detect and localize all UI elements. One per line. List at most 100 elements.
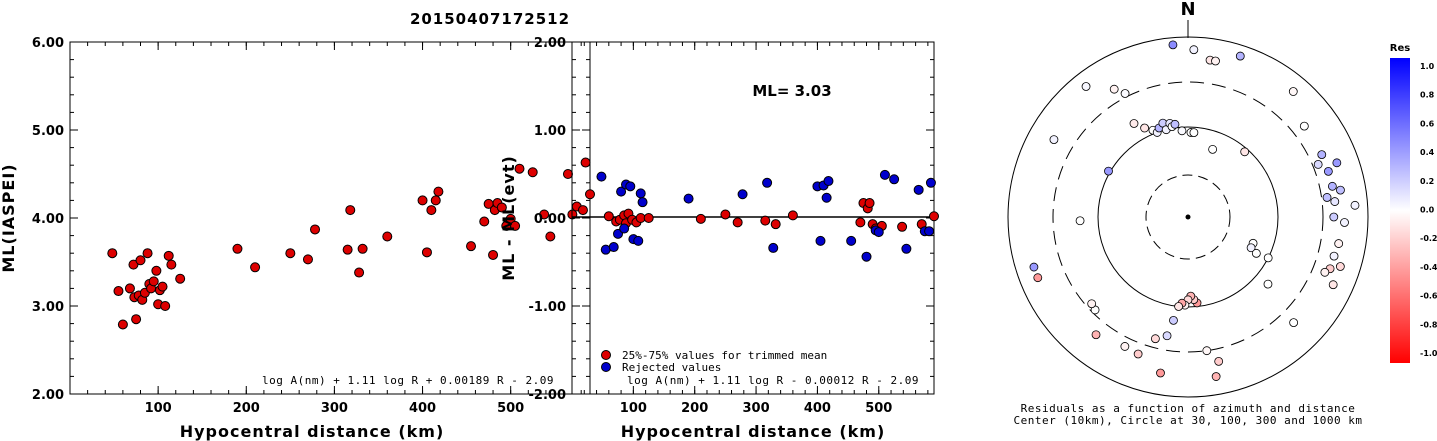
colorbar-tick-label: -0.2	[1420, 234, 1437, 243]
data-point	[107, 248, 118, 259]
data-point	[345, 205, 356, 216]
station-point	[1189, 45, 1199, 55]
data-point	[342, 244, 353, 255]
data-point	[417, 195, 428, 206]
station-point	[1323, 166, 1333, 176]
trimmed-point	[643, 213, 654, 223]
legend-label-trimmed: 25%-75% values for trimmed mean	[622, 349, 827, 362]
data-point	[527, 167, 538, 178]
station-point	[1202, 346, 1212, 356]
data-point	[250, 262, 261, 273]
y-tick-label: 2.00	[534, 36, 566, 51]
residual-colorbar: Res 1.0 0.8 0.6 0.4 0.2 0.0 -0.2 -0.4 -0.6 -0.8 -1…	[1390, 43, 1437, 363]
x-tick-label: 300	[321, 401, 348, 416]
rejected-point	[596, 171, 607, 182]
station-point	[1177, 126, 1187, 136]
data-point	[160, 301, 171, 311]
data-point	[148, 276, 159, 287]
x-tick-label: 400	[804, 401, 831, 416]
rejected-point	[924, 226, 935, 237]
colorbar-tick-label: 0.8	[1420, 91, 1435, 100]
station-point	[1320, 267, 1330, 277]
data-point	[426, 205, 437, 216]
data-point	[310, 224, 321, 235]
data-point	[166, 259, 177, 270]
colorbar-tick-label: -1.0	[1420, 349, 1437, 358]
x-tick-label: 500	[865, 401, 892, 416]
station-point	[1075, 216, 1085, 226]
data-point	[545, 231, 556, 242]
colorbar-tick-label: 0.4	[1420, 148, 1435, 157]
station-point	[1156, 368, 1165, 378]
y-tick-label: -2.00	[529, 388, 566, 403]
magnitude-annotation: ML= 3.03	[752, 82, 831, 100]
ring-30km	[1145, 174, 1231, 260]
station-point	[1170, 119, 1180, 129]
colorbar-tick-label: -0.6	[1420, 292, 1437, 301]
data-point	[113, 286, 124, 297]
station-point	[1329, 251, 1339, 261]
figure-title: 20150407172512	[410, 10, 570, 28]
rejected-point	[608, 242, 619, 253]
station-point	[1313, 160, 1323, 169]
data-point	[479, 216, 490, 227]
data-point	[175, 273, 186, 284]
rejected-point	[635, 188, 646, 199]
data-point	[128, 259, 139, 270]
rejected-point	[861, 251, 872, 262]
data-point	[124, 283, 135, 294]
station-point	[1350, 200, 1360, 210]
station-point	[1340, 218, 1349, 227]
station-point	[1169, 315, 1178, 325]
formula-label: log A(nm) + 1.11 log R - 0.00012 R - 2.0…	[627, 374, 919, 387]
station-point	[1263, 279, 1273, 289]
trimmed-point	[929, 211, 939, 222]
y-tick-label: 4.00	[32, 212, 64, 227]
y-tick-label: 3.00	[32, 300, 64, 315]
caption-line-2: Center (10km), Circle at 30, 100, 300 an…	[1013, 414, 1362, 427]
station-point	[1120, 89, 1130, 98]
data-point	[151, 265, 162, 276]
data-point	[510, 220, 521, 231]
trimmed-point	[720, 209, 731, 220]
data-point	[232, 243, 243, 254]
station-point	[1334, 239, 1344, 248]
trimmed-point	[760, 215, 771, 226]
trimmed-point	[603, 211, 614, 222]
station-point	[1129, 119, 1139, 128]
station-point	[1133, 349, 1143, 359]
station-point	[1235, 51, 1245, 61]
data-point	[117, 319, 128, 330]
y-axis-label: ML(IASPEI)	[0, 163, 18, 272]
rejected-point	[925, 177, 936, 188]
data-point	[135, 255, 146, 266]
x-tick-label: 200	[681, 401, 708, 416]
station-point	[1251, 248, 1261, 258]
colorbar-tick-label: 0.0	[1420, 206, 1435, 215]
y-tick-label: 6.00	[32, 36, 64, 51]
data-point	[514, 163, 525, 174]
trimmed-point	[787, 210, 798, 221]
station-point	[1246, 243, 1256, 253]
station-point	[1211, 372, 1221, 381]
station-point	[1081, 82, 1091, 91]
rejected-point	[768, 242, 779, 253]
station-point	[1091, 330, 1101, 340]
rejected-point	[625, 181, 636, 192]
station-point	[1299, 121, 1309, 131]
rejected-point	[901, 243, 912, 254]
rejected-point	[873, 227, 884, 238]
station-point	[1189, 128, 1199, 138]
x-axis-label: Hypocentral distance (km)	[180, 422, 445, 441]
rejected-point	[737, 189, 748, 200]
station-point	[1174, 302, 1183, 311]
data-point	[142, 248, 153, 259]
legend-marker-trimmed	[601, 350, 611, 360]
ring-300km	[1052, 81, 1324, 353]
trimmed-point	[732, 217, 743, 228]
trimmed-point	[897, 221, 908, 232]
data-point	[163, 250, 174, 261]
station-point	[1049, 135, 1059, 145]
center-point	[1185, 214, 1191, 220]
rejected-point	[815, 235, 826, 246]
